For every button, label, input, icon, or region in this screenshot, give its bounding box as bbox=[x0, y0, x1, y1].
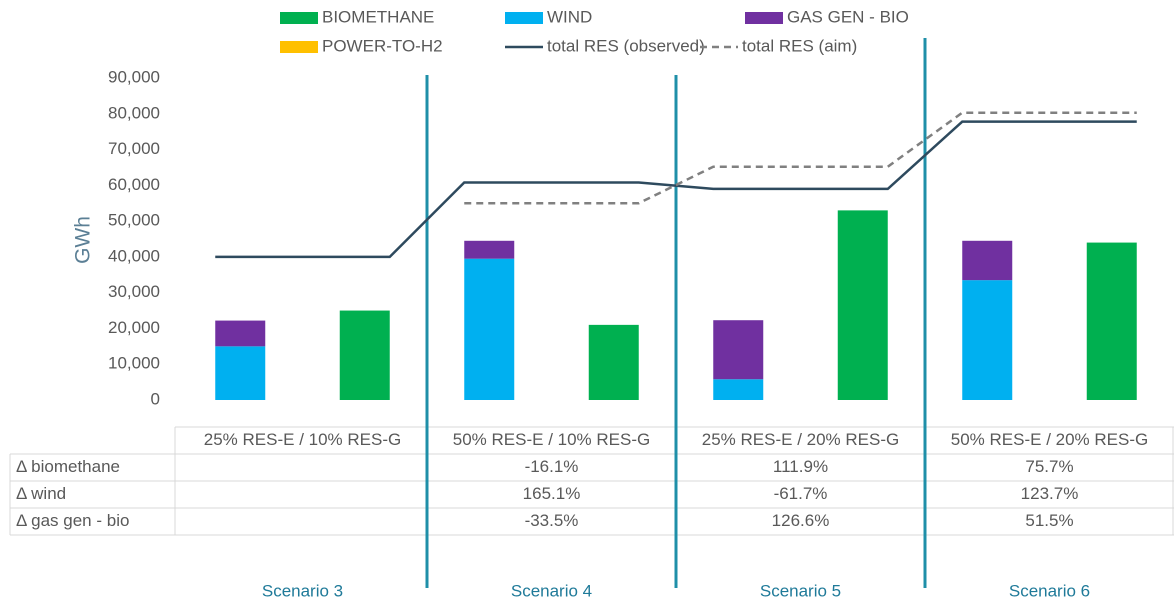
bar bbox=[962, 280, 1013, 400]
legend-label: WIND bbox=[547, 7, 592, 26]
table-cell: -33.5% bbox=[525, 511, 579, 530]
legend-swatch bbox=[745, 12, 783, 24]
y-tick-label: 90,000 bbox=[108, 67, 160, 86]
table-cell: 165.1% bbox=[523, 484, 581, 503]
legend-swatch bbox=[280, 12, 318, 24]
line bbox=[215, 120, 1137, 259]
bar bbox=[1086, 242, 1137, 400]
legend-label: total RES (aim) bbox=[742, 36, 857, 55]
y-tick-label: 70,000 bbox=[108, 139, 160, 158]
table-cell: 123.7% bbox=[1021, 484, 1079, 503]
y-axis-label: GWh bbox=[72, 216, 95, 264]
group-label: 50% RES-E / 20% RES-G bbox=[951, 430, 1148, 449]
table-cell: 75.7% bbox=[1025, 457, 1073, 476]
row-label: Δ biomethane bbox=[16, 457, 120, 476]
legend-label: GAS GEN - BIO bbox=[787, 7, 909, 26]
row-label: Δ gas gen - bio bbox=[16, 511, 129, 530]
bar bbox=[837, 210, 888, 400]
y-tick-label: 20,000 bbox=[108, 318, 160, 337]
y-tick-label: 50,000 bbox=[108, 211, 160, 230]
line bbox=[464, 111, 1137, 205]
bar bbox=[962, 240, 1013, 281]
y-tick-label: 10,000 bbox=[108, 354, 160, 373]
table-cell: 126.6% bbox=[772, 511, 830, 530]
y-tick-label: 40,000 bbox=[108, 246, 160, 265]
y-tick-label: 80,000 bbox=[108, 103, 160, 122]
y-tick-label: 0 bbox=[151, 389, 160, 408]
scenario-label: Scenario 3 bbox=[262, 581, 343, 600]
legend-swatch bbox=[505, 12, 543, 24]
bar bbox=[339, 310, 390, 400]
group-label: 50% RES-E / 10% RES-G bbox=[453, 430, 650, 449]
group-label: 25% RES-E / 10% RES-G bbox=[204, 430, 401, 449]
table-cell: -16.1% bbox=[525, 457, 579, 476]
bar bbox=[464, 240, 515, 259]
bar bbox=[464, 258, 515, 400]
bar bbox=[215, 320, 266, 347]
bar bbox=[588, 324, 639, 400]
row-label: Δ wind bbox=[16, 484, 66, 503]
bar bbox=[713, 320, 764, 380]
y-tick-label: 30,000 bbox=[108, 282, 160, 301]
scenario-label: Scenario 4 bbox=[511, 581, 592, 600]
scenario-label: Scenario 5 bbox=[760, 581, 841, 600]
table-cell: -61.7% bbox=[774, 484, 828, 503]
table-cell: 111.9% bbox=[773, 457, 828, 476]
bar bbox=[215, 346, 266, 400]
legend-swatch bbox=[280, 41, 318, 53]
legend-label: total RES (observed) bbox=[547, 36, 705, 55]
y-tick-label: 60,000 bbox=[108, 175, 160, 194]
bar bbox=[713, 379, 764, 400]
legend-label: BIOMETHANE bbox=[322, 7, 434, 26]
table-cell: 51.5% bbox=[1025, 511, 1073, 530]
legend-label: POWER-TO-H2 bbox=[322, 36, 443, 55]
group-label: 25% RES-E / 20% RES-G bbox=[702, 430, 899, 449]
scenario-label: Scenario 6 bbox=[1009, 581, 1090, 600]
